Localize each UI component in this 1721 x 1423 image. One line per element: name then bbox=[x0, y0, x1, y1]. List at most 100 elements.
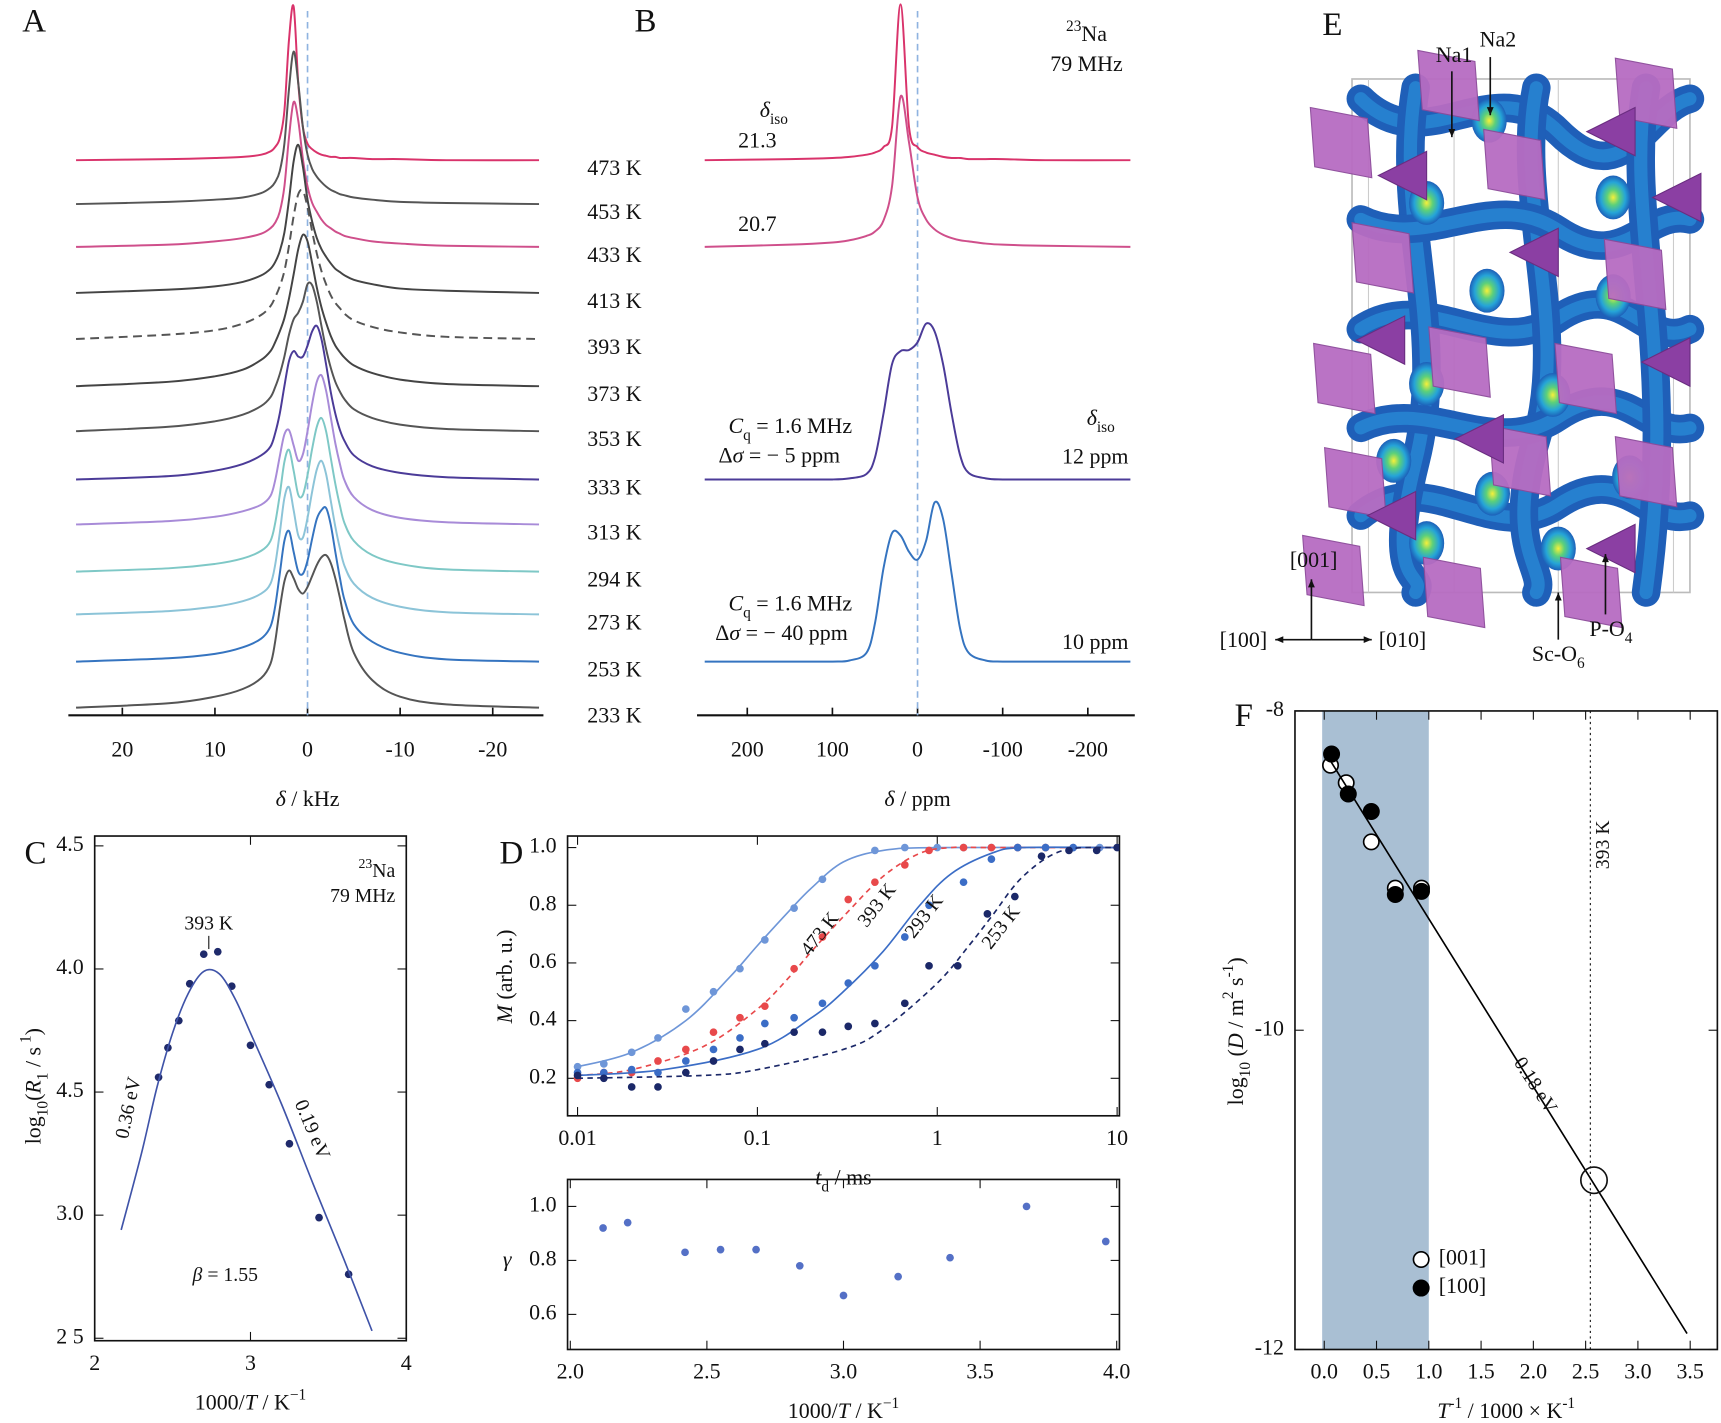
p-tetrahedron bbox=[1366, 490, 1417, 541]
x-axis-label-part: / ppm bbox=[895, 786, 951, 811]
y-axis-label-part: ) bbox=[1223, 957, 1248, 964]
spectrum bbox=[704, 3, 1131, 162]
x-tick-label: 2.5 bbox=[693, 1359, 720, 1384]
y-tick-label: -8 bbox=[1266, 696, 1284, 721]
data-point bbox=[959, 878, 968, 887]
p-tetrahedron bbox=[1508, 227, 1559, 278]
x-axis-label-part: t bbox=[815, 1164, 822, 1189]
data-point bbox=[790, 1013, 798, 1022]
annotation: 393 K bbox=[184, 912, 234, 934]
x-tick-label: 3.5 bbox=[1676, 1359, 1703, 1384]
data-point bbox=[1113, 843, 1120, 852]
x-tick-label: 4 bbox=[401, 1350, 412, 1375]
x-tick-label: 2.5 bbox=[1572, 1359, 1599, 1384]
y-axis-label-part: s bbox=[1223, 977, 1248, 991]
data-point bbox=[871, 878, 879, 887]
data-point bbox=[925, 846, 933, 855]
data-point bbox=[599, 1060, 608, 1068]
sc-octahedron bbox=[1488, 425, 1552, 497]
data-point bbox=[946, 1253, 954, 1262]
x-tick-label: 3 bbox=[245, 1350, 256, 1375]
x-axis-label: td / ms bbox=[815, 1164, 871, 1195]
trace-label: 294 K bbox=[587, 567, 641, 592]
trace-label: 473 K bbox=[587, 155, 641, 180]
spectrum bbox=[704, 94, 1131, 248]
spectrum bbox=[76, 459, 540, 616]
data-point bbox=[818, 1028, 827, 1036]
data-point bbox=[599, 1074, 608, 1083]
y-axis-label-part: log bbox=[1223, 1077, 1248, 1105]
sc-octahedron bbox=[1313, 342, 1376, 415]
polyhedron-label-part: 4 bbox=[1625, 630, 1633, 647]
plot-area bbox=[1322, 745, 1688, 1334]
data-point bbox=[761, 1019, 769, 1028]
trace-label: 273 K bbox=[587, 609, 641, 634]
plot-area bbox=[120, 947, 373, 1332]
y-axis-label-part: 1 bbox=[34, 1072, 51, 1080]
sc-octahedron bbox=[1422, 556, 1486, 629]
annotation: 23Na bbox=[358, 856, 395, 882]
data-point bbox=[1362, 833, 1380, 851]
data-point bbox=[925, 961, 933, 970]
data-point bbox=[894, 1272, 902, 1281]
y-axis-label: log10 (D / m2 s-1) bbox=[1220, 957, 1254, 1105]
x-axis-label: 1000/T / K−1 bbox=[195, 1386, 306, 1414]
data-point bbox=[844, 895, 853, 904]
sc-octahedron bbox=[1351, 222, 1415, 294]
p-tetrahedron bbox=[1377, 150, 1428, 201]
polyhedron-label-part: 6 bbox=[1577, 655, 1585, 672]
data-point bbox=[987, 855, 996, 863]
data-point bbox=[871, 846, 879, 855]
y-axis-label-part: log bbox=[20, 1116, 45, 1144]
sc-octahedron bbox=[1428, 326, 1491, 398]
data-point bbox=[573, 1071, 582, 1080]
spectrum bbox=[75, 281, 540, 433]
data-point bbox=[709, 987, 718, 996]
y-tick-label: 4.5 bbox=[56, 831, 83, 856]
sc-octahedron bbox=[1614, 435, 1678, 508]
arrowhead bbox=[1486, 107, 1494, 116]
x-axis-label: T-1 / 1000 × K-1 bbox=[1437, 1395, 1575, 1423]
data-point bbox=[736, 1013, 744, 1022]
annotation: Cq = 1.6 MHz bbox=[728, 591, 852, 622]
arrowhead bbox=[1602, 554, 1609, 563]
x-axis-label-part: / K bbox=[257, 1389, 290, 1414]
data-point bbox=[900, 999, 909, 1008]
x-tick-label: 0.1 bbox=[744, 1125, 771, 1150]
y-axis-label: log10(R1 / s 1) bbox=[17, 1028, 51, 1144]
annotation-part: Δ bbox=[715, 620, 729, 645]
x-tick-label: 1.0 bbox=[1415, 1359, 1442, 1384]
sodium-site bbox=[1595, 175, 1631, 220]
annotation: Δσ = − 40 ppm bbox=[715, 620, 848, 645]
spectrum bbox=[76, 143, 540, 294]
y-axis-label-part: / m bbox=[1223, 999, 1248, 1033]
x-tick-label: 0 bbox=[912, 737, 923, 762]
data-point bbox=[790, 1028, 798, 1036]
data-point bbox=[285, 1139, 294, 1148]
x-tick-label: -10 bbox=[386, 737, 415, 762]
data-point bbox=[623, 1218, 632, 1227]
trace-label: 453 K bbox=[587, 199, 641, 224]
x-axis-label-part: / K bbox=[850, 1398, 883, 1423]
y-tick-label: 0.6 bbox=[529, 948, 556, 973]
y-axis-label-part: 2 bbox=[1220, 991, 1237, 999]
x-tick-label: 100 bbox=[816, 737, 849, 762]
spectrum bbox=[76, 506, 540, 663]
data-point bbox=[1011, 892, 1019, 901]
sodium-site bbox=[1469, 268, 1505, 313]
annotation-part: = 1.6 MHz bbox=[751, 591, 853, 616]
data-point bbox=[795, 1261, 804, 1270]
panel-label: C bbox=[24, 835, 46, 871]
y-tick-label: 4.0 bbox=[56, 954, 83, 979]
data-point bbox=[839, 1291, 848, 1300]
data-point bbox=[761, 1039, 769, 1048]
annotation-part: = 1.55 bbox=[202, 1264, 258, 1286]
data-point bbox=[709, 1057, 718, 1065]
annotation-part: q bbox=[743, 427, 751, 444]
annotation-part: β bbox=[192, 1264, 203, 1286]
y-tick-label: -12 bbox=[1255, 1335, 1284, 1360]
sodium-site bbox=[1409, 521, 1445, 566]
x-tick-label: 3.0 bbox=[1624, 1359, 1651, 1384]
annotation-part: iso bbox=[770, 111, 788, 128]
data-point bbox=[736, 1034, 744, 1042]
